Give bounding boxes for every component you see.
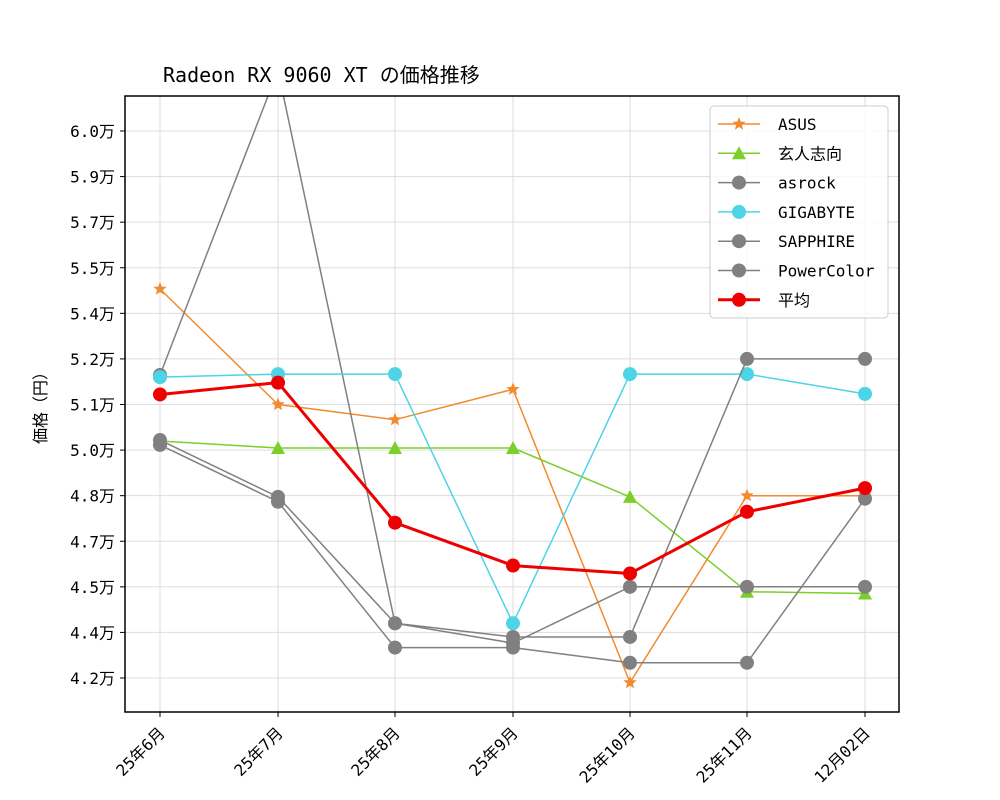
x-tick-label: 25年6月 [112,723,169,780]
y-tick-label: 5.0万 [70,441,115,460]
y-tick-label: 5.9万 [70,168,115,187]
x-axis-ticks: 25年6月 25年7月 25年8月 25年9月 25年10月 25年11月 12月02日 [112,712,874,787]
legend: ASUS 玄人志向 asrock GIGABYTE SAPPHIRE PowerColor… [709,105,889,319]
y-tick-label: 4.4万 [70,623,115,642]
legend-item: SAPPHIRE [718,232,855,251]
legend-item: GIGABYTE [718,203,855,222]
legend-label: 平均 [778,291,810,310]
x-tick-label: 25年10月 [576,723,639,786]
y-tick-label: 5.4万 [70,304,115,323]
legend-label: 玄人志向 [778,144,842,163]
series-平均 [153,375,872,581]
legend-label: PowerColor [778,262,875,281]
x-tick-label: 12月02日 [811,723,874,786]
y-tick-label: 5.2万 [70,350,115,369]
y-tick-label: 5.7万 [70,213,115,232]
y-tick-label: 6.0万 [70,122,115,141]
legend-item: ASUS [718,115,817,134]
x-tick-label: 25年7月 [230,723,287,780]
legend-item: 玄人志向 [718,144,842,163]
y-axis-ticks: 4.2万 4.4万 4.5万 4.7万 4.8万 5.0万 5.1万 5.2万 5.4万 5.5万… [70,122,125,688]
legend-item: PowerColor [718,262,875,281]
legend-label: SAPPHIRE [778,232,855,251]
y-tick-label: 5.1万 [70,396,115,415]
x-tick-label: 25年9月 [465,723,522,780]
chart-title: Radeon RX 9060 XT の価格推移 [163,63,480,87]
legend-label: GIGABYTE [778,203,855,222]
legend-label: ASUS [778,115,817,134]
series-layer [153,96,872,689]
y-tick-label: 4.8万 [70,487,115,506]
legend-item: asrock [718,174,836,193]
y-tick-label: 4.7万 [70,532,115,551]
legend-label: asrock [778,174,836,193]
x-tick-label: 25年8月 [347,723,404,780]
x-tick-label: 25年11月 [693,723,756,786]
series-PowerColor [153,437,872,670]
y-tick-label: 4.2万 [70,669,115,688]
y-axis-label: 価格（円） [31,364,50,444]
y-tick-label: 5.5万 [70,259,115,278]
y-tick-label: 4.5万 [70,578,115,597]
legend-item: 平均 [718,291,810,310]
